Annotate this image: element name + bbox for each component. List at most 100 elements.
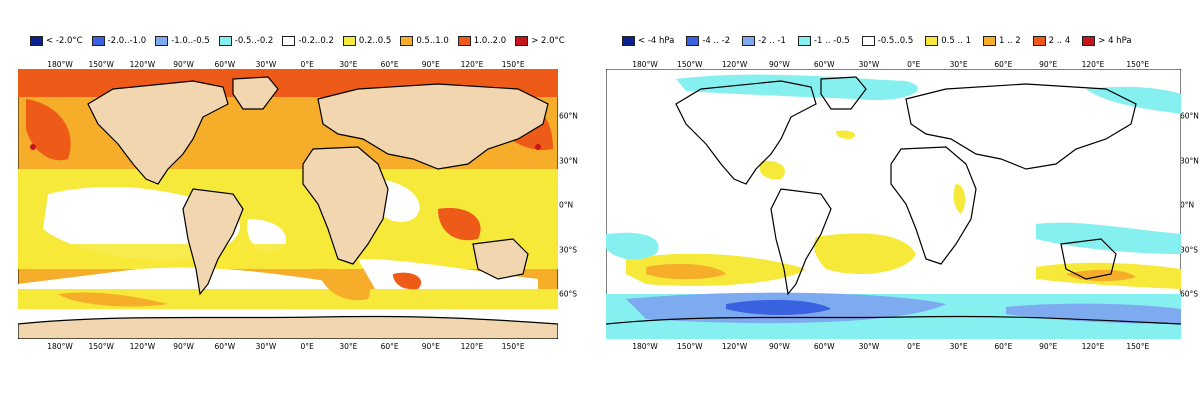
legend-item: 2 .. 4 <box>1032 36 1070 46</box>
longitude-tick-label: 0°E <box>907 60 921 69</box>
legend-label: 1.0..2.0 <box>473 36 507 46</box>
latitude-tick-label: 0°N <box>559 200 574 210</box>
longitude-tick-label: 150°W <box>677 342 703 351</box>
legend-label: < -2.0°C <box>46 36 83 46</box>
legend-swatch <box>30 36 43 46</box>
top-longitude-axis: 180°W 150°W 120°W 90°W 60°W 30°W 0°E 30°E 60°E 90… <box>600 60 1200 72</box>
legend-swatch <box>515 36 529 46</box>
legend-item: 1.0..2.0 <box>457 36 507 46</box>
legend-item: -0.5..-0.2 <box>218 36 274 46</box>
right-latitude-axis: 60°N 30°N 0°N 30°S 60°S <box>559 0 589 400</box>
legend-label: 0.5..1.0 <box>416 36 449 46</box>
legend-label: > 2.0°C <box>531 36 565 46</box>
longitude-tick-label: 60°W <box>813 60 835 69</box>
legend-swatch <box>861 36 875 46</box>
legend-swatch <box>742 36 756 46</box>
pressure-legend: < -4 hPa -4 .. -2 -2 .. -1 -1 .. -0.5 -0.5..… <box>622 36 1132 46</box>
legend-label: -4 .. -2 <box>702 36 731 46</box>
longitude-tick-label: 30°E <box>949 342 968 351</box>
legend-label: -0.5..-0.2 <box>234 36 274 46</box>
temperature-anomaly-map <box>18 69 558 339</box>
legend-item: -1 .. -0.5 <box>797 36 850 46</box>
legend-item: 0.2..0.5 <box>342 36 392 46</box>
legend-swatch <box>1082 36 1096 46</box>
legend-item: -2.0..-1.0 <box>91 36 146 46</box>
legend-swatch <box>457 36 471 46</box>
longitude-tick-label: 180°W <box>47 342 73 351</box>
longitude-tick-label: 30°W <box>858 342 880 351</box>
longitude-tick-label: 180°W <box>47 60 73 69</box>
longitude-tick-label: 150°E <box>1126 60 1150 69</box>
legend-swatch <box>91 36 105 46</box>
longitude-tick-label: 90°W <box>173 342 194 351</box>
latitude-tick-label: 30°N <box>559 156 578 165</box>
longitude-tick-label: 120°E <box>1081 342 1105 351</box>
longitude-tick-label: 150°W <box>88 342 114 351</box>
top-longitude-axis: 180°W 150°W 120°W 90°W 60°W 30°W 0°E 30°E 60°E 90… <box>0 60 600 72</box>
longitude-tick-label: 180°W <box>632 342 658 351</box>
legend-label: < -4 hPa <box>638 36 675 46</box>
longitude-tick-label: 60°E <box>994 60 1013 69</box>
longitude-tick-label: 30°E <box>339 60 358 69</box>
latitude-tick-label: 60°S <box>559 289 578 299</box>
latitude-tick-label: 30°N <box>1180 156 1199 165</box>
longitude-tick-label: 180°W <box>632 60 658 69</box>
legend-item: -2 .. -1 <box>742 36 786 46</box>
longitude-tick-label: 90°W <box>173 60 194 69</box>
longitude-tick-label: 60°W <box>214 342 236 351</box>
legend-swatch <box>155 36 169 46</box>
longitude-tick-label: 150°E <box>1126 342 1150 351</box>
legend-label: -2 .. -1 <box>758 36 786 46</box>
legend-swatch <box>218 36 232 46</box>
temperature-anomaly-map-panel: < -2.0°C -2.0..-1.0 -1.0..-0.5 -0.5..-0.2 -0… <box>0 0 580 400</box>
longitude-tick-label: 30°W <box>255 60 277 69</box>
longitude-tick-label: 90°E <box>1039 342 1058 351</box>
longitude-tick-label: 90°E <box>1039 60 1058 69</box>
longitude-tick-label: 120°W <box>129 60 156 69</box>
longitude-tick-label: 120°W <box>721 342 748 351</box>
legend-swatch <box>282 36 296 46</box>
longitude-tick-label: 120°E <box>460 342 484 351</box>
bottom-longitude-axis: 180°W 150°W 120°W 90°W 60°W 30°W 0°E 30°E 60°E 90… <box>0 342 600 354</box>
latitude-tick-label: 30°S <box>559 245 578 254</box>
longitude-tick-label: 30°E <box>339 342 358 351</box>
longitude-tick-label: 0°E <box>300 342 314 351</box>
legend-label: 0.2..0.5 <box>358 36 392 46</box>
legend-swatch <box>686 36 700 46</box>
longitude-tick-label: 90°E <box>421 342 440 351</box>
legend-label: 1 .. 2 <box>999 36 1021 46</box>
right-latitude-axis: 60°N 30°N 0°N 30°S 60°S <box>1180 0 1200 400</box>
pressure-anomaly-map <box>606 69 1181 339</box>
legend-swatch <box>400 36 414 46</box>
legend-item: -1.0..-0.5 <box>155 36 210 46</box>
latitude-tick-label: 0°N <box>1180 200 1195 210</box>
longitude-tick-label: 60°E <box>380 60 399 69</box>
legend-swatch <box>622 36 635 46</box>
legend-label: -1 .. -0.5 <box>813 36 850 46</box>
legend-item: -0.5..0.5 <box>861 36 913 46</box>
longitude-tick-label: 90°E <box>421 60 440 69</box>
legend-label: -0.2..0.2 <box>298 36 334 46</box>
pressure-anomaly-map-panel: < -4 hPa -4 .. -2 -2 .. -1 -1 .. -0.5 -0.5..… <box>600 0 1199 400</box>
longitude-tick-label: 90°W <box>769 342 790 351</box>
longitude-tick-label: 150°W <box>88 60 114 69</box>
legend-swatch <box>797 36 811 46</box>
longitude-tick-label: 60°E <box>380 342 399 351</box>
latitude-tick-label: 60°S <box>1180 289 1199 299</box>
longitude-tick-label: 60°E <box>994 342 1013 351</box>
latitude-tick-label: 60°N <box>559 111 578 121</box>
latitude-tick-label: 30°S <box>1180 245 1199 254</box>
longitude-tick-label: 150°E <box>501 60 525 69</box>
longitude-tick-label: 120°E <box>1081 60 1105 69</box>
latitude-tick-label: 60°N <box>1180 111 1199 121</box>
longitude-tick-label: 60°W <box>214 60 236 69</box>
longitude-tick-label: 120°W <box>129 342 156 351</box>
legend-item: < -4 hPa <box>622 36 674 46</box>
longitude-tick-label: 120°E <box>460 60 484 69</box>
longitude-tick-label: 0°E <box>907 342 921 351</box>
longitude-tick-label: 150°W <box>677 60 703 69</box>
legend-swatch <box>925 36 939 46</box>
legend-item: < -2.0°C <box>30 36 83 46</box>
legend-item: > 4 hPa <box>1082 36 1132 46</box>
legend-item: -0.2..0.2 <box>282 36 334 46</box>
